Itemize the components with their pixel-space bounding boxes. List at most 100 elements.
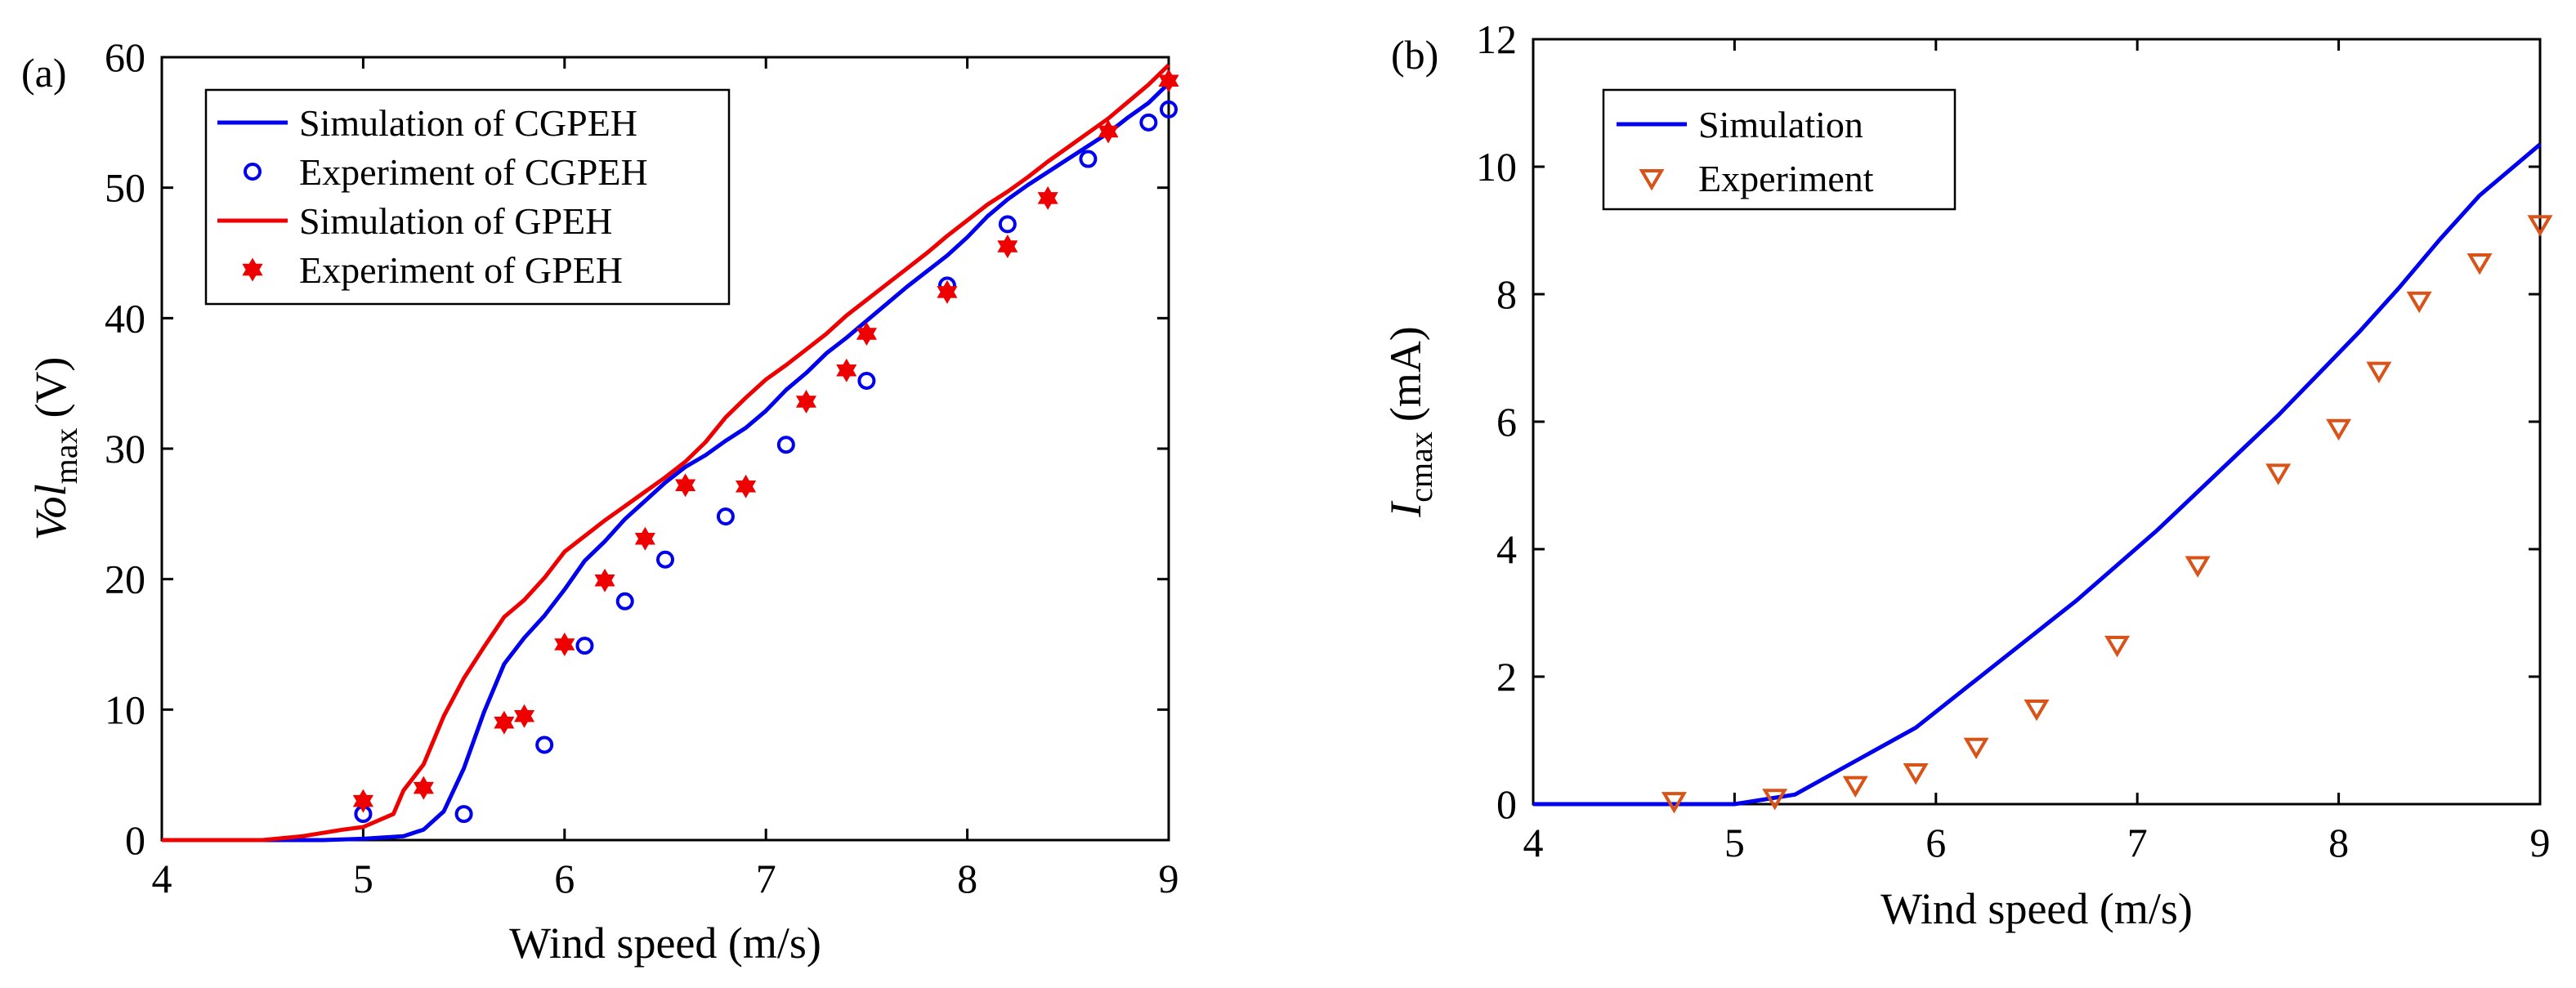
chart-a-legend-entry: Simulation of GPEH <box>217 200 612 242</box>
chart-a-data-point <box>634 526 655 551</box>
chart-a-series-2 <box>162 63 1170 843</box>
chart-a-data-point <box>776 436 795 454</box>
chart-a-legend-label: Experiment of CGPEH <box>299 151 648 193</box>
chart-a-data-point <box>675 473 696 498</box>
chart-b-data-point <box>1661 792 1687 814</box>
chart-b-series-0 <box>1533 142 2542 807</box>
chart-a-panel-label: (a) <box>21 50 67 96</box>
chart-a-data-point <box>937 279 958 304</box>
chart-b-xtick-label: 7 <box>2127 820 2148 865</box>
chart-a-data-point <box>857 371 876 390</box>
chart-a-data-point <box>352 789 374 813</box>
chart-a-data-point <box>997 234 1018 259</box>
chart-a-data-point <box>716 507 735 526</box>
chart-a-ticks: 4 5 6 7 8 9 0 10 20 30 40 50 60 <box>105 34 1179 901</box>
chart-a-legend-swatch <box>244 163 262 181</box>
chart-a-legend: Simulation of CGPEH Experiment of CGPEH Si… <box>204 88 731 306</box>
chart-a-xtick-label: 4 <box>152 856 172 901</box>
chart-b-xlabel: Wind speed (m/s) <box>1881 884 2193 933</box>
chart-a-data-point <box>594 568 615 592</box>
chart-a-data-point <box>554 633 575 656</box>
chart-b-ticks: 4 5 6 7 8 9 0 2 4 6 8 10 12 <box>1476 16 2551 865</box>
chart-b-data-point <box>2406 291 2432 314</box>
chart-b-data-point <box>2326 418 2352 441</box>
chart-a-ylabel-sub: max <box>47 428 84 485</box>
chart-b-legend-box <box>1602 88 1957 211</box>
chart-b-data-point <box>2024 700 2050 722</box>
chart-a-series-line <box>162 82 1170 843</box>
chart-b-xtick-label: 4 <box>1523 820 1544 865</box>
chart-a-ylabel-main: Vol <box>26 484 75 540</box>
chart-b-data-point <box>1762 789 1788 811</box>
chart-a-ytick-label: 0 <box>125 817 145 863</box>
chart-b-xtick-label: 6 <box>1925 820 1946 865</box>
chart-b: (b) 4 5 6 7 8 9 0 2 4 6 8 10 12 Wind speed (m/s) Icm… <box>1381 16 2553 933</box>
chart-a-xtick-label: 9 <box>1159 856 1179 901</box>
chart-a-xtick-label: 8 <box>957 856 977 901</box>
chart-a-data-point <box>795 389 816 414</box>
chart-b-series-line <box>1533 142 2542 807</box>
chart-a-data-point <box>1098 119 1119 144</box>
chart-b-legend-label: Simulation <box>1698 104 1863 145</box>
chart-a-series-3 <box>352 69 1179 813</box>
chart-a-data-point <box>1160 100 1178 118</box>
chart-b-data-point <box>2185 556 2211 578</box>
chart-a-data-point <box>454 805 473 824</box>
chart-a-data-point <box>535 735 554 754</box>
chart-b-legend-entry: Simulation <box>1617 104 1863 145</box>
chart-b-legend-entry: Experiment <box>1639 158 1874 199</box>
chart-a-legend-label: Simulation of GPEH <box>299 200 612 242</box>
chart-a-ylabel: Volmax (V) <box>26 357 84 541</box>
chart-a-data-point <box>1139 113 1158 132</box>
chart-a-legend-swatch <box>242 257 263 282</box>
chart-a-ytick-label: 20 <box>105 557 145 602</box>
chart-a-xlabel: Wind speed (m/s) <box>509 919 821 968</box>
chart-a-data-point <box>615 592 634 610</box>
chart-a-ytick-label: 10 <box>105 686 145 732</box>
chart-a-series-0 <box>162 82 1170 843</box>
chart-b-panel-label: (b) <box>1391 32 1438 78</box>
chart-b-ylabel-main: I <box>1381 500 1430 518</box>
chart-b-legend: Simulation Experiment <box>1602 88 1957 211</box>
chart-a-data-point <box>1079 150 1098 168</box>
chart-b-ylabel-sub: cmax <box>1402 431 1439 503</box>
chart-a-ytick-label: 30 <box>105 426 145 472</box>
chart-b-xtick-label: 8 <box>2328 820 2349 865</box>
chart-a-ytick-label: 40 <box>105 295 145 341</box>
chart-b-data-point <box>2466 253 2493 275</box>
chart-a-legend-entry: Experiment of GPEH <box>242 249 623 291</box>
chart-a-data-point <box>735 474 757 498</box>
chart-b-legend-label: Experiment <box>1698 158 1874 199</box>
chart-b-data-point <box>1963 737 1989 760</box>
chart-a-data <box>162 63 1179 843</box>
chart-b-series-1 <box>1661 215 2553 814</box>
chart-b-xtick-label: 5 <box>1724 820 1745 865</box>
chart-b-ytick-label: 6 <box>1496 399 1517 445</box>
chart-b-data-point <box>1903 763 1929 785</box>
chart-a-data-point <box>413 776 434 800</box>
chart-a-legend-label: Simulation of CGPEH <box>299 102 637 144</box>
chart-b-legend-swatch <box>1639 169 1665 191</box>
chart-a-ytick-label: 60 <box>105 34 145 80</box>
chart-b-data-point <box>2104 636 2131 658</box>
chart-a-legend-box <box>204 88 731 306</box>
chart-b-data <box>1533 142 2553 814</box>
chart-b-ylabel: Icmax (mA) <box>1381 326 1439 518</box>
chart-a-ylabel-unit: (V) <box>26 357 75 418</box>
chart-a: (a) 4 5 6 7 8 9 0 10 20 30 40 50 60 Wind speed (m/s)… <box>21 34 1179 968</box>
chart-a-data-point <box>856 322 878 346</box>
chart-a-data-point <box>656 550 674 569</box>
chart-a-legend-entry: Experiment of CGPEH <box>244 151 648 193</box>
chart-b-ytick-label: 2 <box>1496 654 1517 700</box>
chart-a-legend-entry: Simulation of CGPEH <box>217 102 637 144</box>
chart-a-xtick-label: 5 <box>353 856 373 901</box>
chart-a-ytick-label: 50 <box>105 165 145 211</box>
chart-a-data-point <box>514 704 535 728</box>
chart-a-xtick-label: 6 <box>554 856 575 901</box>
chart-a-legend-label: Experiment of GPEH <box>299 249 623 291</box>
chart-b-data-point <box>2265 463 2292 485</box>
chart-b-ylabel-unit: (mA) <box>1381 326 1430 422</box>
chart-b-xtick-label: 9 <box>2530 820 2551 865</box>
chart-b-ytick-label: 10 <box>1476 144 1517 190</box>
